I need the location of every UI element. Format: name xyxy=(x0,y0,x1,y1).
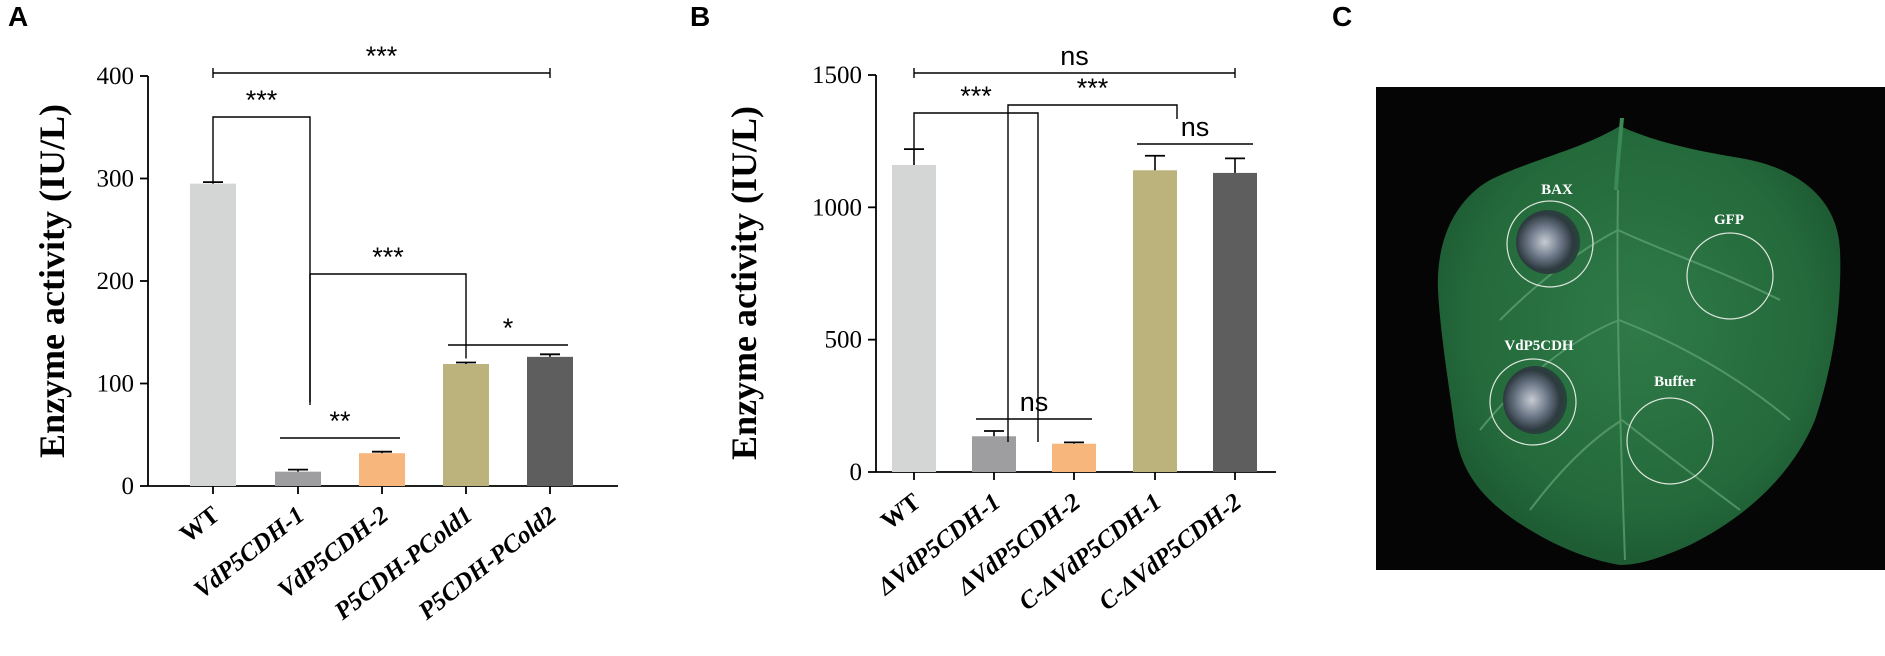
buffer-ring xyxy=(1626,397,1714,485)
x-category-label: WT xyxy=(876,488,926,535)
y-tick-label: 1500 xyxy=(812,62,862,89)
significance-label: *** xyxy=(246,85,278,115)
significance-label: *** xyxy=(366,41,398,71)
panel-letter-b: B xyxy=(690,1,710,32)
bar xyxy=(443,364,489,486)
bar xyxy=(1052,443,1096,472)
bar xyxy=(972,436,1016,472)
bar xyxy=(190,183,236,486)
leaf-photo-panel: BAX GFP VdP5CDH Buffer xyxy=(1376,87,1885,570)
significance-label: ** xyxy=(329,406,351,436)
y-tick-label: 0 xyxy=(850,459,863,486)
significance-label: *** xyxy=(960,81,992,111)
x-category-label: C-ΔVdP5CDH-1 xyxy=(1014,488,1167,616)
significance-label: ns xyxy=(1020,387,1049,417)
y-tick-label: 500 xyxy=(825,327,863,354)
vdp5cdh-ring xyxy=(1489,358,1577,446)
panel-letter-a: A xyxy=(8,1,28,32)
y-tick-label: 0 xyxy=(122,473,135,500)
significance-bracket xyxy=(212,116,311,402)
significance-label: ns xyxy=(1060,41,1089,71)
spot-label-gfp: GFP xyxy=(1714,212,1744,228)
significance-label: * xyxy=(503,313,514,343)
y-tick-label: 1000 xyxy=(812,194,862,221)
y-axis-label: Enzyme activity (IU/L) xyxy=(32,104,72,458)
bar xyxy=(892,164,936,472)
significance-bracket xyxy=(913,112,1039,442)
leaf-stem xyxy=(1614,118,1624,190)
gfp-ring xyxy=(1686,232,1774,320)
bar xyxy=(1133,170,1177,472)
y-tick-label: 100 xyxy=(97,371,135,398)
significance-label: *** xyxy=(372,242,404,272)
significance-bracket xyxy=(309,273,467,405)
x-category-label: C-ΔVdP5CDH-2 xyxy=(1094,488,1247,616)
spot-label-buffer: Buffer xyxy=(1654,374,1696,390)
significance-bracket xyxy=(1007,104,1178,442)
bax-ring xyxy=(1506,200,1594,288)
x-category-label: P5CDH-PCold1 xyxy=(329,501,478,626)
x-category-label: WT xyxy=(175,501,225,548)
bar xyxy=(1213,172,1257,472)
spot-label-vdp5cdh: VdP5CDH xyxy=(1504,338,1574,354)
bar xyxy=(275,471,321,486)
significance-label: ns xyxy=(1181,112,1210,142)
x-category-label: P5CDH-PCold2 xyxy=(413,501,562,626)
bar xyxy=(359,453,405,486)
y-tick-label: 300 xyxy=(97,166,135,193)
y-tick-label: 200 xyxy=(97,268,135,295)
vdp5cdh-lesion xyxy=(1503,366,1567,434)
y-axis-label: Enzyme activity (IU/L) xyxy=(724,106,764,460)
significance-label: *** xyxy=(1077,73,1109,103)
y-tick-label: 400 xyxy=(97,63,135,90)
bax-lesion xyxy=(1516,210,1580,274)
spot-label-bax: BAX xyxy=(1541,182,1573,198)
panel-letter-c: C xyxy=(1332,1,1352,32)
bar xyxy=(527,356,573,486)
leaf-veins xyxy=(1479,189,1791,561)
